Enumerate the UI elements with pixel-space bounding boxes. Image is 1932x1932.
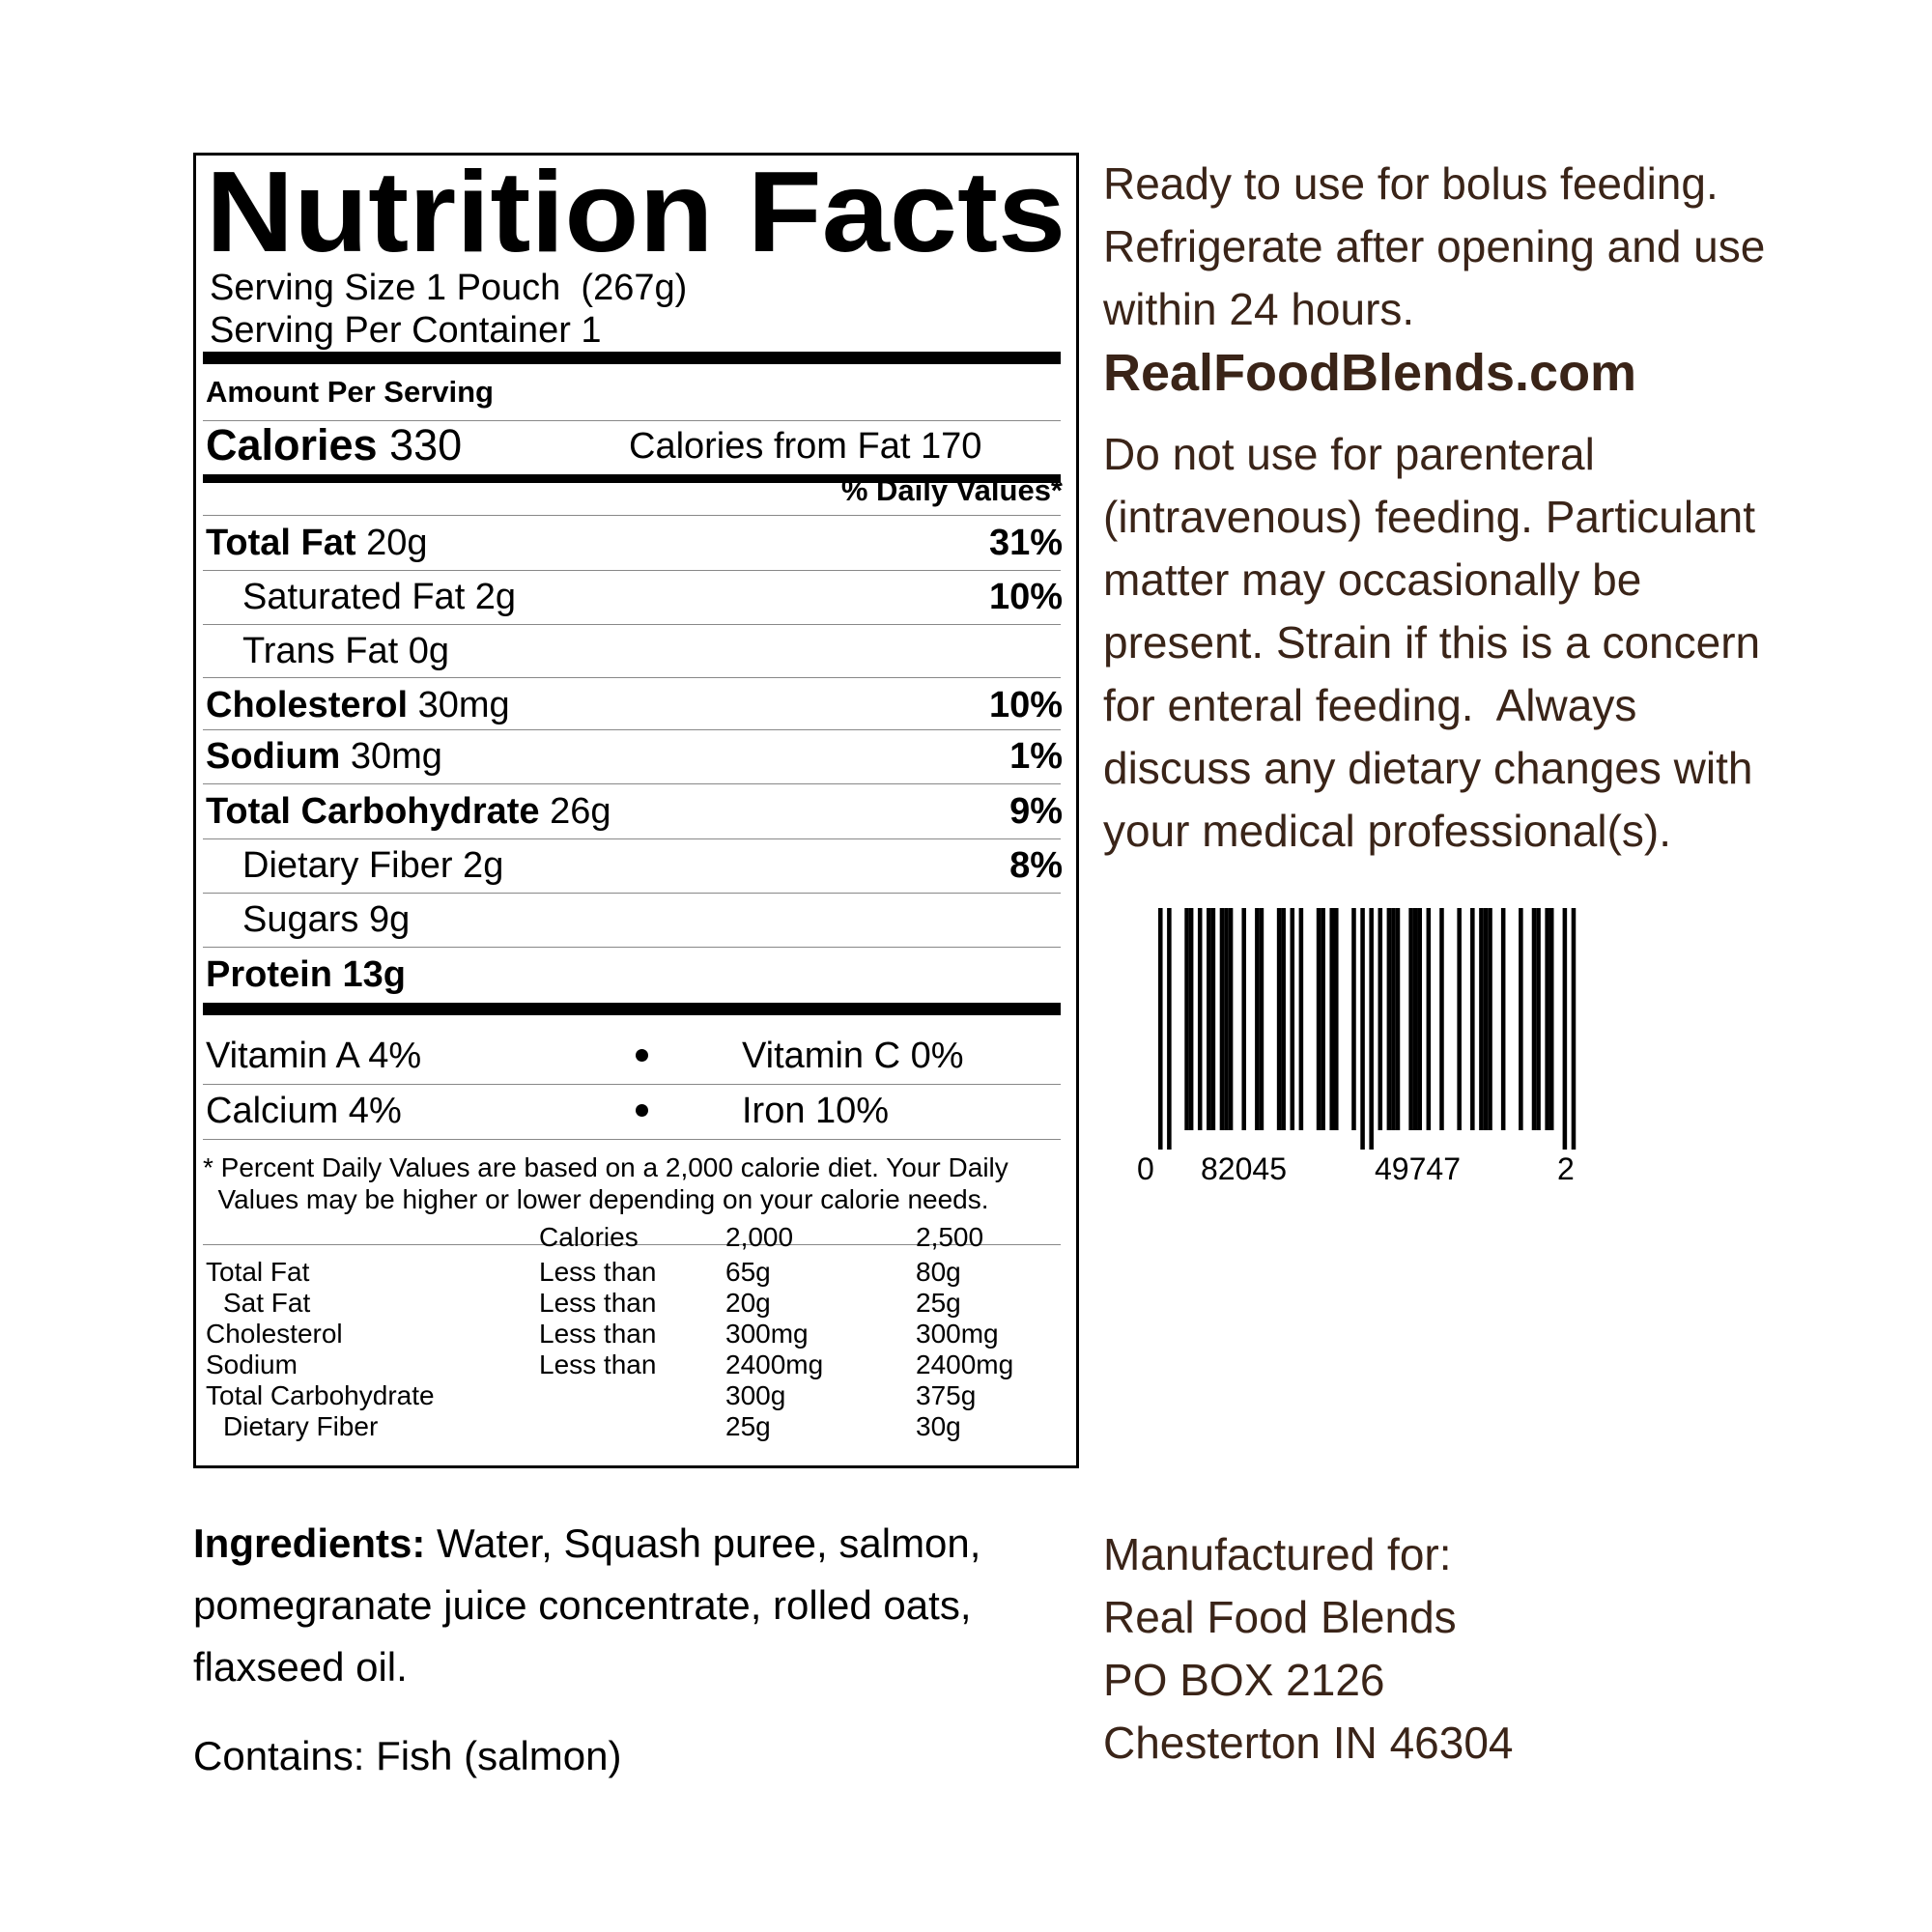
svg-text:49747: 49747 (1375, 1151, 1461, 1186)
svg-text:2: 2 (1557, 1151, 1575, 1186)
svg-text:0: 0 (1137, 1151, 1154, 1186)
svg-text:82045: 82045 (1201, 1151, 1287, 1186)
